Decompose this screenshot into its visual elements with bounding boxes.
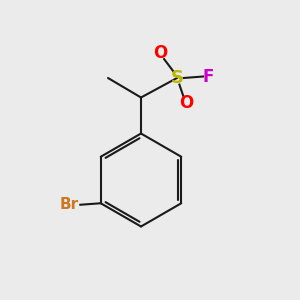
Text: F: F [203, 68, 214, 85]
Text: S: S [170, 69, 184, 87]
Text: O: O [153, 44, 168, 62]
Text: O: O [179, 94, 193, 112]
Text: Br: Br [60, 197, 79, 212]
